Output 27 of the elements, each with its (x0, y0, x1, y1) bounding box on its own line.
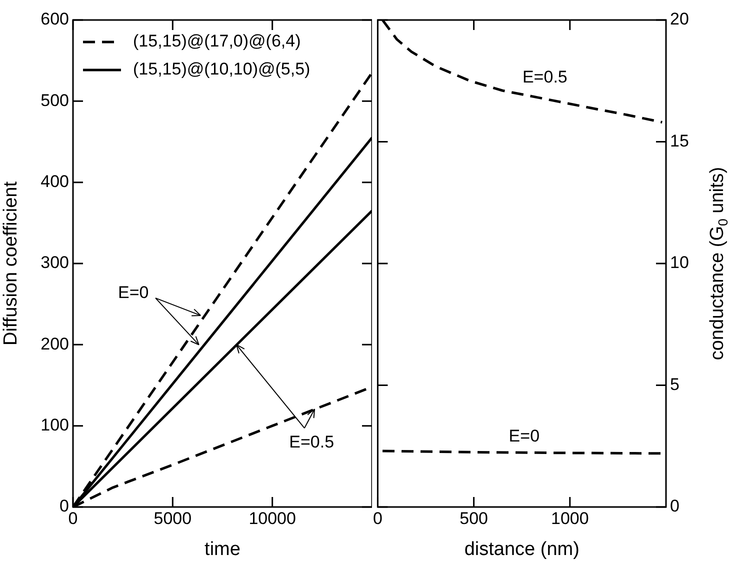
y-axis-title: Diffusion coefficient (0, 180, 22, 346)
y2-axis-title: conductance (G0 units) (707, 166, 730, 360)
annotation: E=0.5 (289, 432, 334, 452)
y2-tick-label: 20 (670, 10, 689, 29)
y-tick-label: 600 (40, 10, 69, 29)
annotation: E=0 (508, 426, 540, 446)
x-tick-label: 10000 (248, 508, 296, 528)
y2-tick-label: 0 (670, 496, 680, 516)
x-axis-title: distance (nm) (464, 538, 580, 560)
y-tick-label: 500 (40, 90, 69, 110)
x-tick-label: 1000 (550, 508, 589, 528)
y-tick-label: 400 (40, 172, 69, 192)
annotation: E=0 (118, 282, 149, 302)
x-tick-label: 5000 (154, 508, 192, 528)
x-tick-label: 0 (372, 508, 382, 528)
y2-tick-label: 15 (670, 131, 689, 150)
y-tick-label: 0 (60, 496, 69, 516)
legend-label: (15,15)@(17,0)@(6,4) (133, 32, 301, 51)
y2-tick-label: 10 (670, 253, 689, 272)
y2-tick-label: 5 (670, 374, 680, 394)
legend-label: (15,15)@(10,10)@(5,5) (133, 60, 310, 79)
y-tick-label: 100 (40, 416, 69, 435)
y-tick-label: 300 (40, 253, 69, 272)
x-tick-label: 500 (460, 508, 488, 528)
y-tick-label: 200 (40, 334, 69, 354)
annotation: E=0.5 (522, 68, 568, 87)
x-axis-title: time (204, 538, 240, 560)
